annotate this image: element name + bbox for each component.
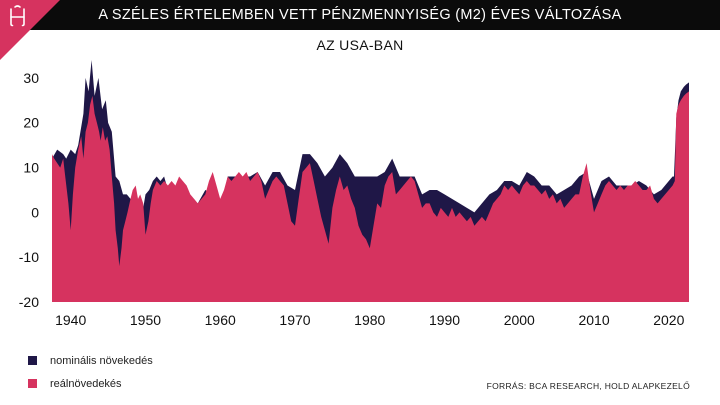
x-tick-label: 1980 (354, 312, 385, 328)
legend-swatch-nominal (28, 356, 37, 365)
x-tick-label: 2010 (578, 312, 609, 328)
series-area-1 (52, 91, 689, 303)
y-tick-label: -20 (19, 294, 39, 310)
chart-subtitle: AZ USA-BAN (316, 37, 404, 53)
legend-swatch-real (28, 379, 37, 388)
hold-logo-icon (0, 0, 60, 60)
chart-title: A SZÉLES ÉRTELEMBEN VETT PÉNZMENNYISÉG (… (98, 7, 622, 23)
chart-areas (52, 60, 689, 303)
x-tick-label: 1940 (55, 312, 86, 328)
x-tick-label: 2020 (653, 312, 684, 328)
y-tick-label: -10 (19, 249, 39, 265)
logo-h-glyph (10, 5, 25, 27)
x-tick-label: 1960 (205, 312, 236, 328)
y-tick-label: 30 (23, 70, 39, 86)
x-tick-label: 2000 (504, 312, 535, 328)
y-tick-label: 20 (23, 115, 39, 131)
title-bar: A SZÉLES ÉRTELEMBEN VETT PÉNZMENNYISÉG (… (0, 0, 720, 30)
legend-label-nominal: nominális növekedés (50, 355, 153, 367)
x-tick-label: 1990 (429, 312, 460, 328)
x-axis: 1940 1950 1960 1970 1980 1990 2000 2010 2020 (55, 312, 684, 328)
source-note: FORRÁS: BCA RESEARCH, HOLD ALAPKEZELŐ (486, 381, 690, 391)
y-axis: 30 20 10 0 -10 -20 (19, 70, 39, 310)
x-tick-label: 1970 (279, 312, 310, 328)
y-tick-label: 10 (23, 160, 39, 176)
y-tick-label: 0 (31, 204, 39, 220)
legend-label-real: reálnövedekés (50, 378, 122, 390)
logo-corner-triangle (0, 0, 60, 60)
x-tick-label: 1950 (130, 312, 161, 328)
